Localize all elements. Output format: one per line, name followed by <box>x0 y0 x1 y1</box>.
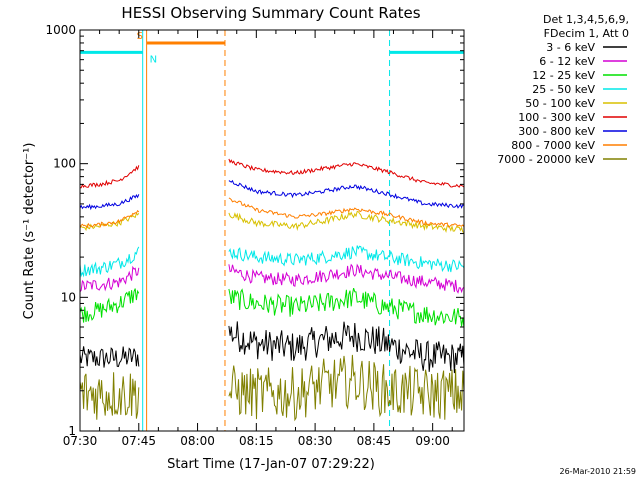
chart-title: HESSI Observing Summary Count Rates <box>121 4 420 22</box>
plot-frame <box>79 29 465 432</box>
series-line-segment <box>228 197 465 228</box>
legend-entry-label: 100 - 300 keV <box>518 111 595 124</box>
x-tick-label: 08:15 <box>239 434 274 448</box>
legend-entry-label: 12 - 25 keV <box>532 69 595 82</box>
axis-layer: 07:30 07:45 08:00 08:15 08:30 08:45 09:00 1 10 10… <box>45 23 464 448</box>
series-3-6-kev <box>79 321 465 374</box>
series-300-800-kev <box>79 179 465 211</box>
series-line-segment <box>228 245 465 273</box>
x-tick-label: 07:30 <box>63 434 98 448</box>
series-line-segment <box>80 165 140 189</box>
series-line-segment <box>228 210 465 234</box>
x-tick-label: 08:45 <box>357 434 392 448</box>
x-tick-label: 08:30 <box>298 434 333 448</box>
y-tick-label: 10 <box>61 290 76 304</box>
series-line-segment <box>228 287 465 329</box>
series-line-segment <box>228 354 465 422</box>
x-tick-label: 09:00 <box>415 434 450 448</box>
legend-entry-label: 6 - 12 keV <box>539 55 595 68</box>
series-12-25-kev <box>79 287 465 329</box>
legend-entry-label: 25 - 50 keV <box>532 83 595 96</box>
series-800-7000-kev <box>79 197 465 229</box>
night-label: N <box>150 54 157 65</box>
legend-entry-label: 300 - 800 keV <box>518 125 595 138</box>
series-layer <box>79 158 465 422</box>
series-line-segment <box>79 372 140 420</box>
legend-header-line1: Det 1,3,4,5,6,9, <box>543 13 629 26</box>
series-25-50-kev <box>79 245 465 278</box>
series-line-segment <box>79 212 140 232</box>
series-line-segment <box>79 288 140 323</box>
series-line-segment <box>79 246 140 278</box>
series-line-segment <box>228 179 465 209</box>
x-axis-label: Start Time (17-Jan-07 07:29:22) <box>167 457 375 472</box>
y-tick-label: 100 <box>53 157 76 171</box>
series-line-segment <box>228 263 465 294</box>
series-line-segment <box>79 265 140 293</box>
series-line-segment <box>228 321 465 374</box>
y-tick-label: 1 <box>68 424 76 438</box>
saa-label: S <box>137 31 143 42</box>
observing-flags: SN <box>79 30 465 431</box>
legend: Det 1,3,4,5,6,9, FDecim 1, Att 0 3 - 6 k… <box>497 13 629 166</box>
y-tick-label: 1000 <box>45 23 76 37</box>
x-tick-label: 08:00 <box>180 434 215 448</box>
legend-entry-label: 3 - 6 keV <box>546 41 595 54</box>
series-line-segment <box>79 346 140 368</box>
footer-timestamp: 26-Mar-2010 21:59 <box>560 467 637 476</box>
series-line-segment <box>228 158 465 188</box>
legend-header-line2: FDecim 1, Att 0 <box>544 27 629 40</box>
series-6-12-kev <box>79 263 465 294</box>
series-7000-20000-kev <box>79 354 465 422</box>
legend-entry-label: 7000 - 20000 keV <box>497 153 595 166</box>
series-line-segment <box>79 194 140 211</box>
series-100-300-kev <box>80 158 465 189</box>
legend-entry-label: 800 - 7000 keV <box>511 139 595 152</box>
x-tick-label: 07:45 <box>121 434 156 448</box>
series-line-segment <box>79 209 140 229</box>
legend-entry-label: 50 - 100 keV <box>525 97 595 110</box>
series-50-100-kev <box>79 210 465 234</box>
y-axis-label: Count Rate (s⁻¹ detector⁻¹) <box>22 143 37 320</box>
